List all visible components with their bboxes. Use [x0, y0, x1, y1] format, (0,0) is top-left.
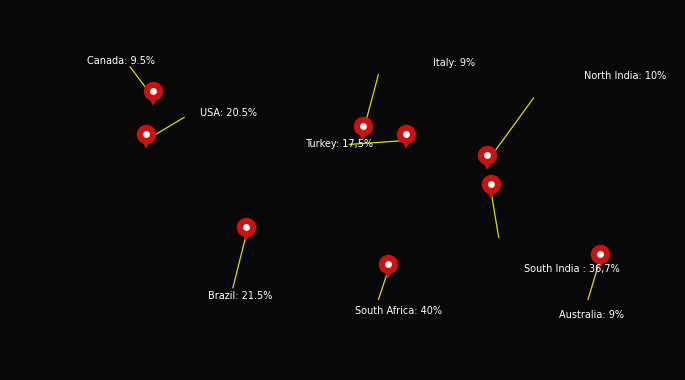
Text: Turkey: 17,5%: Turkey: 17,5%: [305, 139, 373, 149]
Text: USA: 20.5%: USA: 20.5%: [200, 108, 257, 118]
Text: Canada: 9.5%: Canada: 9.5%: [87, 56, 155, 66]
Text: North India: 10%: North India: 10%: [584, 71, 667, 81]
Text: South Africa: 40%: South Africa: 40%: [355, 306, 442, 316]
Text: Italy: 9%: Italy: 9%: [433, 58, 475, 68]
Text: Australia: 9%: Australia: 9%: [559, 310, 624, 320]
Text: Brazil: 21.5%: Brazil: 21.5%: [208, 291, 272, 301]
Text: South India : 36,7%: South India : 36,7%: [524, 264, 620, 274]
